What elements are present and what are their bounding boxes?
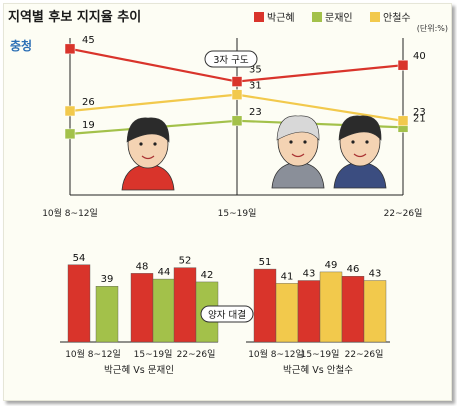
legend-swatch [370,12,380,22]
bar-value-label: 43 [369,269,382,280]
data-point [64,128,76,140]
bar [173,267,197,343]
data-point [397,59,409,71]
legend: 박근혜 문재인 안철수 [254,12,411,24]
annotation-box [200,305,254,323]
data-label: 40 [413,51,426,62]
bar [152,278,176,343]
data-point [231,115,243,127]
legend-label: 안철수 [383,12,411,24]
bar-value-label: 39 [101,274,114,285]
bar-category-label: 15~19일 [134,349,173,360]
annotation-label: 3자 구도 [213,55,249,66]
data-point [397,115,409,127]
x-tick-label: 10월 8~12일 [42,207,98,219]
data-label: 21 [413,113,426,124]
bar-value-label: 41 [281,271,294,282]
candidate-ahn-illustration [333,115,387,189]
bar-category-label: 10월 8~12일 [65,348,121,360]
bar-category-label: 22~26일 [345,349,384,360]
x-tick-label: 15~19일 [218,208,257,219]
bar-value-label: 42 [201,270,214,281]
legend-swatch [254,12,264,22]
candidate-moon-illustration [271,115,325,189]
data-point [64,43,76,55]
bar-value-label: 43 [303,269,316,280]
bar-category-label: 15~19일 [301,349,340,360]
annotation-label: 양자 대결 [208,310,246,321]
candidate-park-illustration [121,117,175,191]
legend-label: 문재인 [325,12,353,24]
data-point [64,105,76,117]
bar [363,280,387,343]
bar-value-label: 48 [136,261,149,272]
bar-group-label: 박근혜 Vs 문재인 [104,364,174,376]
bar-category-label: 10월 8~12일 [248,348,304,360]
region-label: 충청 [10,38,32,53]
bar [341,276,365,343]
data-label: 23 [249,107,262,118]
bar-value-label: 52 [179,256,192,267]
bar [319,271,343,343]
data-point [231,76,243,87]
chart-title: 지역별 후보 지지율 추이 [8,9,141,25]
x-tick-label: 22~26일 [384,208,423,219]
bar [130,273,154,343]
bar [95,286,119,343]
data-label: 26 [82,97,95,108]
bar [275,283,299,343]
bar-value-label: 54 [73,253,86,264]
bar-value-label: 46 [347,264,360,275]
data-label: 31 [249,81,262,92]
data-label: 35 [249,65,262,76]
bar [297,280,321,343]
line-chart: 10월 8~12일 15~19일 22~26일1923212631234535403… [42,35,426,219]
unit-label: (단위:%) [417,23,448,33]
legend-label: 박근혜 [267,12,295,24]
data-label: 23 [413,107,426,118]
legend-swatch [312,12,322,22]
bar [67,264,91,343]
annotation-box [204,50,258,68]
bar-value-label: 49 [325,260,338,271]
bar-group-label: 박근혜 Vs 안철수 [283,364,353,376]
data-label: 45 [82,35,95,46]
bar-category-label: 22~26일 [177,349,216,360]
data-label: 19 [82,120,95,131]
bar-value-label: 51 [259,257,272,268]
data-point [231,89,243,100]
bar [253,268,277,343]
bar-value-label: 44 [158,267,171,278]
